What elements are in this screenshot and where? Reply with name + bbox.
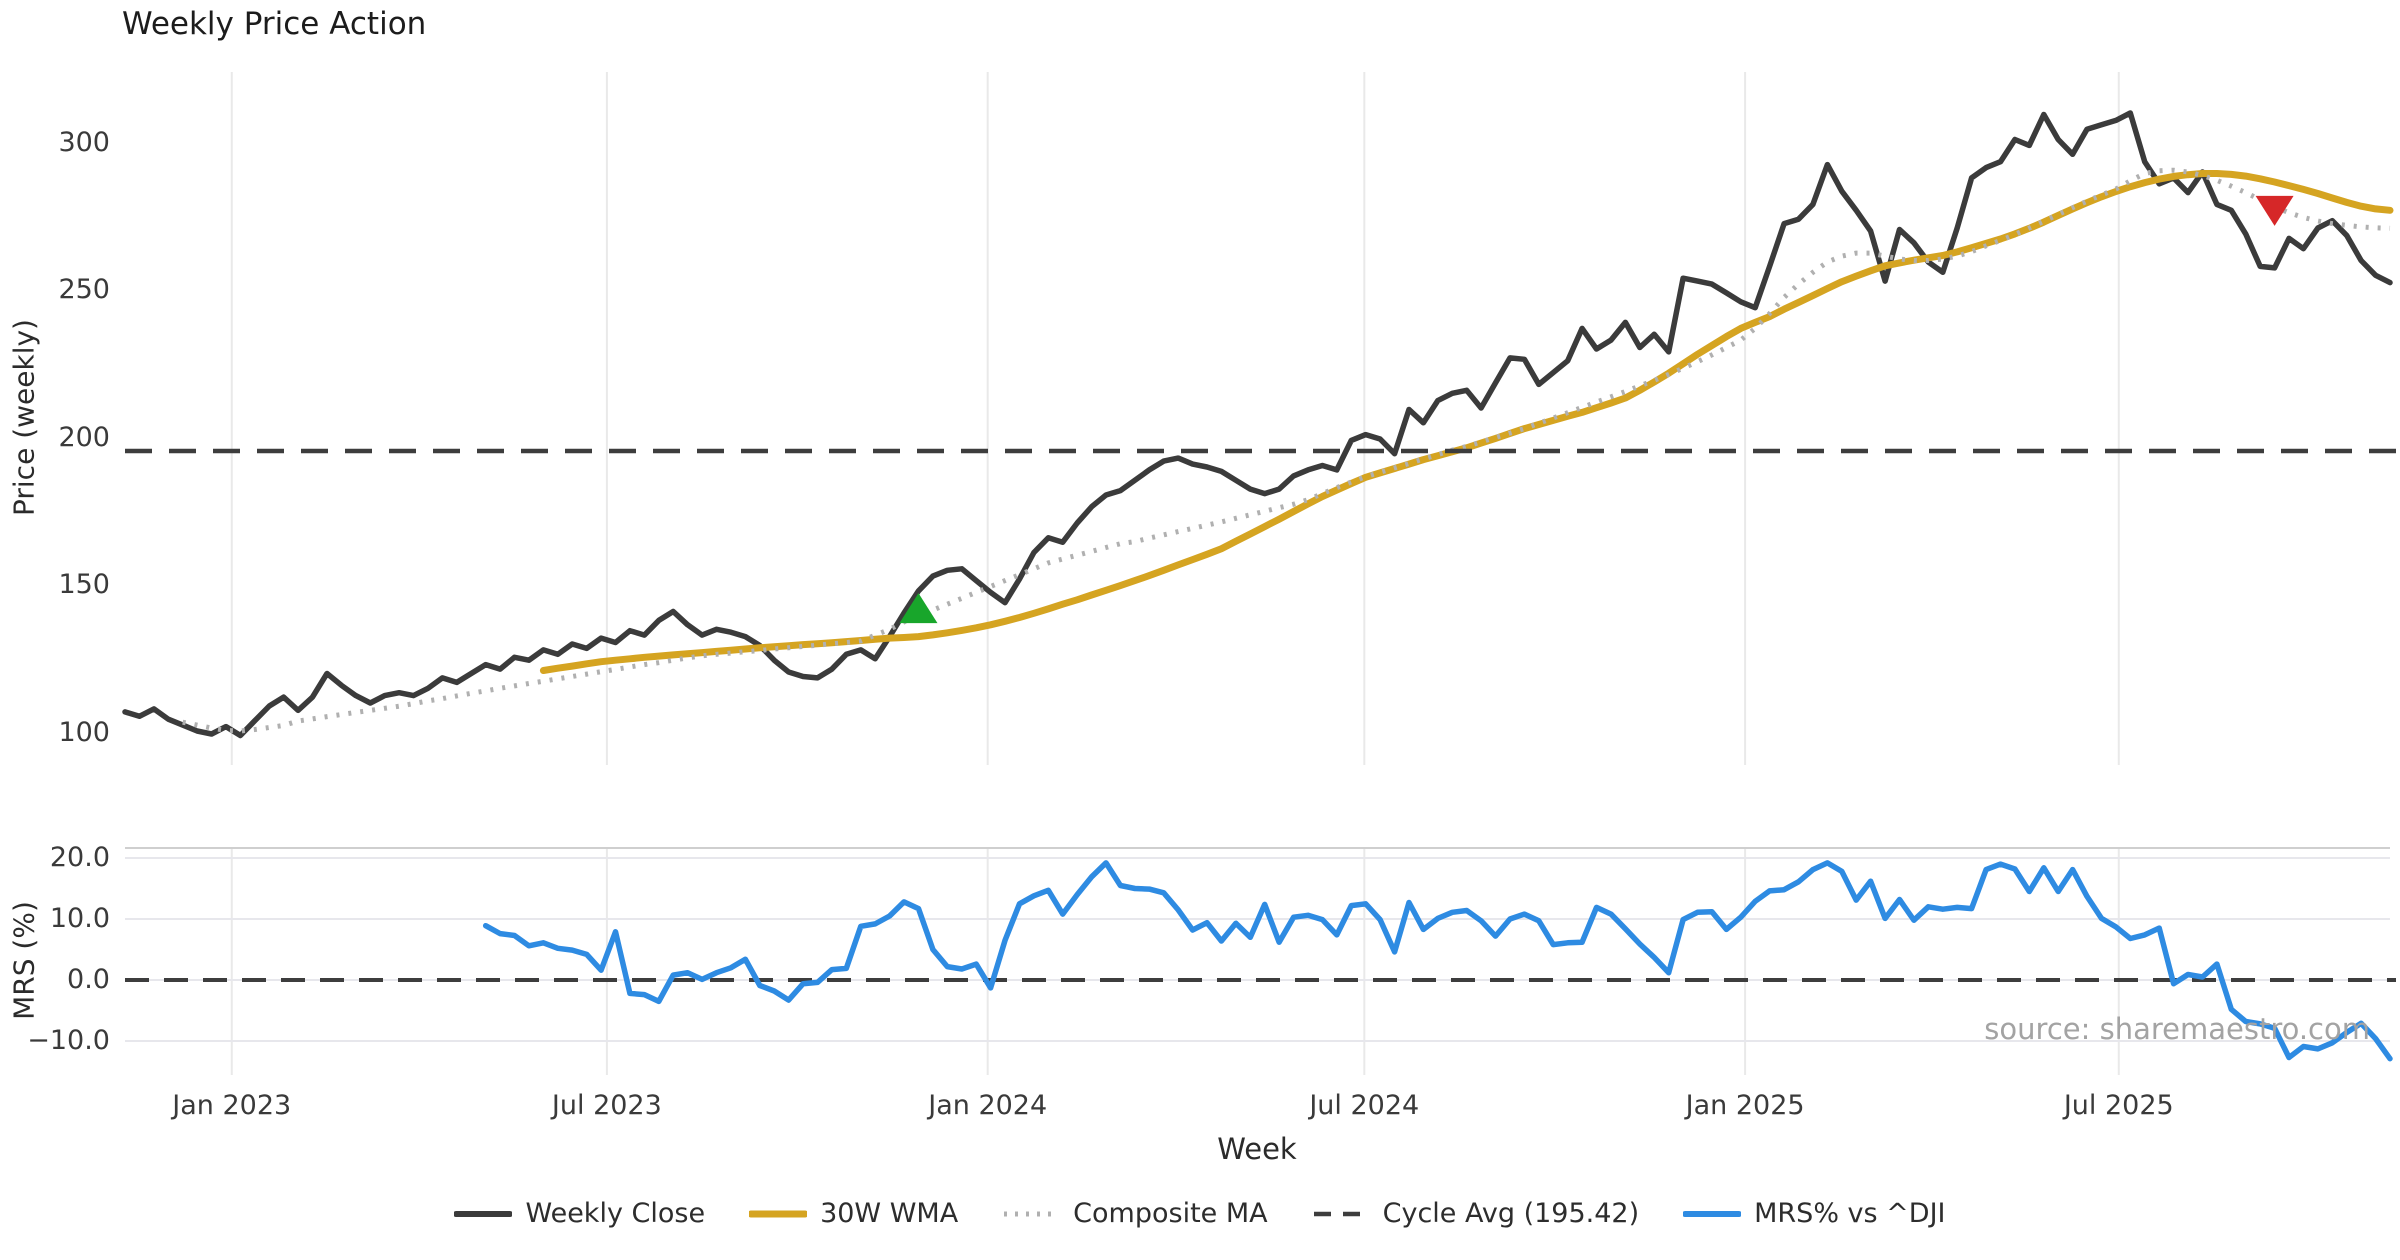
legend-line-sample <box>1313 1211 1368 1216</box>
mrs-ytick-label: −10.0 <box>27 1025 110 1056</box>
series-mrs-vs-dji <box>482 860 2393 1062</box>
legend-line-sample <box>454 1210 513 1217</box>
sell-signal-marker <box>2255 195 2294 226</box>
legend-label: Composite MA <box>1073 1198 1268 1229</box>
chart-title: Weekly Price Action <box>122 6 427 42</box>
xtick-label: Jul 2025 <box>2063 1090 2174 1121</box>
legend-line-sample <box>1683 1210 1742 1217</box>
price-ytick-label: 150 <box>58 569 110 600</box>
series-composite-ma <box>182 167 2391 734</box>
legend-item: MRS% vs ^DJI <box>1683 1198 1946 1229</box>
legend-label: Weekly Close <box>525 1198 706 1229</box>
price-ytick-label: 200 <box>58 421 110 453</box>
xtick-label: Jan 2024 <box>928 1090 1048 1121</box>
mrs-axis-label: MRS (%) <box>7 901 41 1020</box>
source-note: source: sharemaestro.com <box>1984 1012 2370 1046</box>
legend-label: Cycle Avg (195.42) <box>1382 1198 1640 1229</box>
x-axis-label: Week <box>1217 1132 1297 1166</box>
xtick-label: Jan 2023 <box>172 1090 292 1121</box>
xtick-label: Jan 2025 <box>1685 1090 1805 1121</box>
legend-item: 30W WMA <box>749 1198 958 1229</box>
legend-item: Composite MA <box>1002 1198 1268 1229</box>
mrs-ytick-label: 20.0 <box>49 842 110 873</box>
legend-line-sample <box>749 1210 808 1217</box>
mrs-ytick-label: 0.0 <box>67 964 110 995</box>
buy-signal-marker <box>899 593 938 624</box>
price-ytick-label: 300 <box>58 126 110 158</box>
legend-label: MRS% vs ^DJI <box>1754 1198 1946 1229</box>
series-30w-wma <box>539 170 2394 674</box>
xtick-label: Jul 2024 <box>1309 1090 1420 1121</box>
price-ytick-label: 250 <box>58 274 110 305</box>
xtick-label: Jul 2023 <box>551 1090 662 1121</box>
legend: Weekly Close 30W WMA Composite MA Cycle Avg… <box>0 1198 2400 1229</box>
legend-item: Cycle Avg (195.42) <box>1312 1198 1640 1229</box>
series-weekly-close <box>122 110 2393 739</box>
legend-item: Weekly Close <box>454 1198 705 1229</box>
price-ytick-label: 100 <box>58 716 110 748</box>
legend-label: 30W WMA <box>820 1198 959 1229</box>
legend-line-sample <box>1004 1211 1059 1216</box>
mrs-ytick-label: 10.0 <box>49 903 110 934</box>
